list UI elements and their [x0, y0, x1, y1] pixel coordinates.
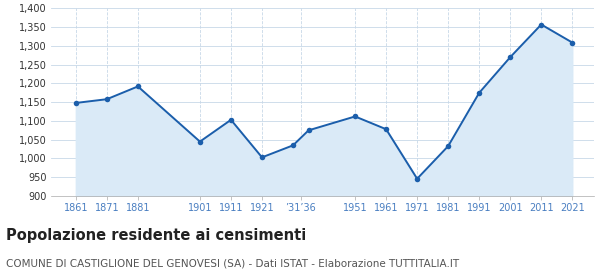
Text: Popolazione residente ai censimenti: Popolazione residente ai censimenti: [6, 228, 306, 243]
Point: [350, 114, 360, 119]
Point: [568, 40, 577, 45]
Point: [71, 101, 80, 105]
Point: [257, 155, 267, 160]
Point: [304, 128, 313, 133]
Point: [443, 144, 453, 148]
Point: [505, 55, 515, 59]
Point: [412, 176, 422, 181]
Point: [382, 127, 391, 131]
Point: [226, 118, 236, 122]
Point: [288, 143, 298, 148]
Point: [536, 22, 546, 27]
Point: [133, 84, 143, 89]
Point: [475, 91, 484, 95]
Text: COMUNE DI CASTIGLIONE DEL GENOVESI (SA) - Dati ISTAT - Elaborazione TUTTITALIA.I: COMUNE DI CASTIGLIONE DEL GENOVESI (SA) …: [6, 259, 459, 269]
Point: [195, 139, 205, 144]
Point: [102, 97, 112, 101]
